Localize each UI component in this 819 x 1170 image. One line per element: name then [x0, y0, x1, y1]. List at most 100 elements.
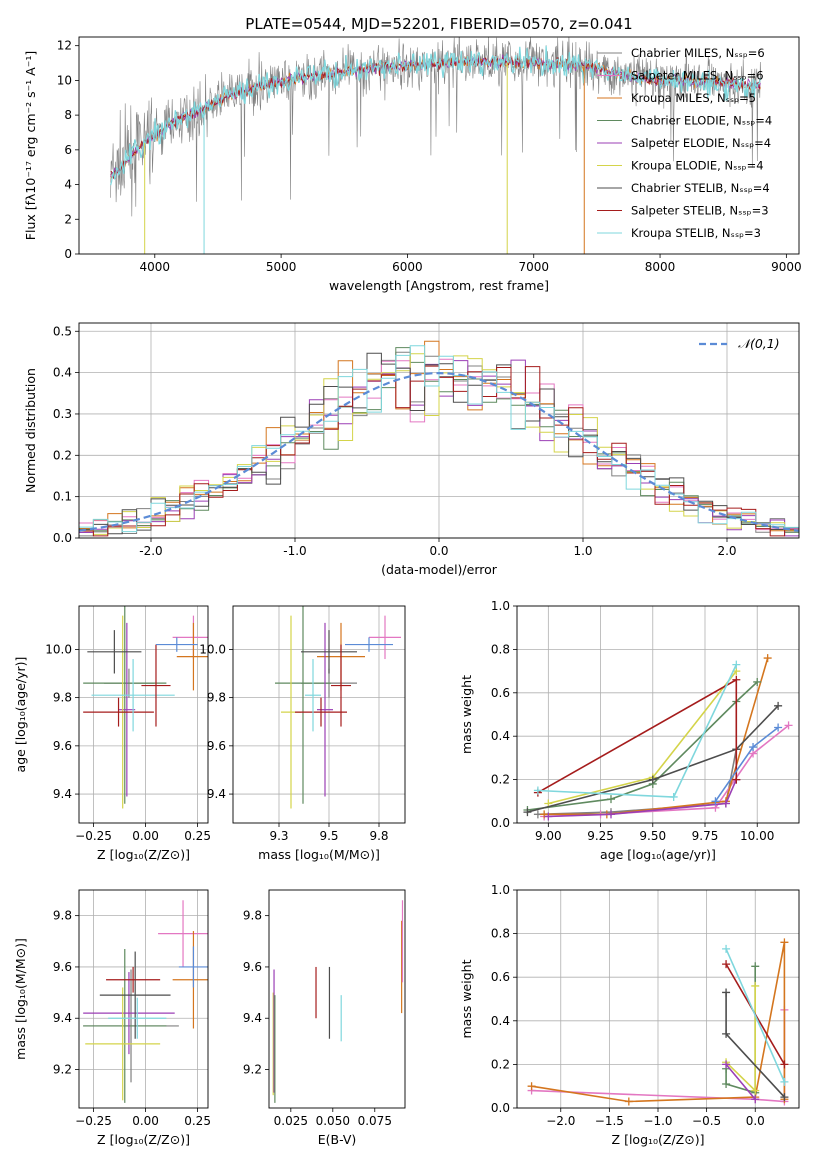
- point-marker: [780, 1093, 789, 1102]
- y-tick-label: 9.6: [243, 960, 262, 974]
- point-marker: [648, 775, 657, 784]
- y-tick-label: 9.8: [243, 909, 262, 923]
- y-tick-label: 1.0: [491, 599, 510, 613]
- y-tick-label: 0.8: [491, 642, 510, 656]
- legend-label: Salpeter ELODIE, Nₛₛₚ=4: [631, 136, 771, 150]
- axes-frame: [516, 889, 800, 1109]
- y-tick-label: 9.6: [53, 960, 72, 974]
- point-marker: [753, 677, 762, 686]
- y-tick-label: 0.6: [491, 686, 510, 700]
- x-axis-label: Z [log₁₀(Z/Z⊙)]: [97, 1132, 190, 1147]
- data-point: [369, 615, 401, 660]
- x-tick-label: 5000: [266, 260, 297, 274]
- model-spectrum-line: [110, 45, 761, 186]
- point-marker: [751, 1086, 760, 1095]
- axes-frame: [232, 605, 406, 824]
- y-tick-label: 0.4: [491, 1014, 510, 1028]
- data-point: [108, 997, 167, 1039]
- data-point: [155, 637, 198, 652]
- x-axis-label: E(B-V): [318, 1132, 357, 1147]
- x-tick-label: 9.00: [535, 829, 562, 843]
- series-line: [527, 705, 779, 813]
- axes-mass-vs-Z: −0.25 0.00 0.25 9.2 9.4 9.6 9.8 Z [log₁₀(Z/Z⊙)]…: [13, 889, 211, 1147]
- y-tick-label: 0.2: [491, 773, 510, 787]
- normal-curve-line: [79, 371, 799, 532]
- y-tick-label: 9.4: [53, 1011, 72, 1025]
- axes-age-vs-Z: −0.25 0.00 0.25 9.4 9.6 9.8 10.0 Z [log₁₀(Z/Z⊙)…: [13, 605, 211, 862]
- y-tick-label: 9.8: [53, 909, 72, 923]
- plot-area: [527, 938, 789, 1106]
- x-tick-label: 9.8: [369, 829, 388, 843]
- x-tick-label: 9.75: [692, 829, 719, 843]
- y-tick-label: 0: [64, 247, 72, 261]
- data-point: [141, 644, 171, 727]
- data-point: [305, 659, 321, 732]
- data-point: [178, 946, 208, 988]
- x-tick-label: 9.5: [319, 829, 338, 843]
- point-marker: [523, 808, 532, 817]
- y-tick-label: 6: [64, 143, 72, 157]
- point-marker: [749, 743, 758, 752]
- data-point: [345, 637, 393, 652]
- y-tick-label: 12: [57, 39, 72, 53]
- data-point: [99, 951, 171, 1039]
- x-tick-label: 7000: [518, 260, 549, 274]
- point-marker: [721, 799, 730, 808]
- legend-label: Salpeter STELIB, Nₛₛₚ=3: [631, 204, 769, 218]
- point-marker: [722, 1080, 731, 1089]
- series-line: [725, 1063, 756, 1100]
- y-tick-label: 4: [64, 178, 72, 192]
- point-marker: [774, 723, 783, 732]
- point-marker: [722, 1060, 731, 1069]
- histogram-step-line: [79, 345, 799, 533]
- legend-label: Chabrier ELODIE, Nₛₛₚ=4: [631, 114, 772, 128]
- y-tick-label: 8: [64, 108, 72, 122]
- series-line: [548, 670, 737, 805]
- point-marker: [763, 654, 772, 663]
- axes-age-vs-mass: 9.3 9.5 9.8 9.4 9.6 9.8 10.0 mass [log₁₀(M/M⊙)]: [199, 605, 406, 862]
- x-tick-label: 0.075: [358, 1114, 392, 1128]
- data-point: [295, 697, 347, 727]
- y-tick-label: 0.3: [53, 407, 72, 421]
- x-axis-label: (data-model)/error: [381, 562, 498, 577]
- x-tick-label: −2.0: [546, 1114, 575, 1128]
- y-tick-label: 9.8: [53, 691, 72, 705]
- data-point: [106, 966, 161, 993]
- observed-spectrum-line: [110, 37, 762, 217]
- axes-frame: [78, 36, 800, 255]
- point-marker: [607, 810, 615, 819]
- point-marker: [732, 660, 741, 669]
- x-axis-label: wavelength [Angstrom, rest frame]: [329, 278, 549, 293]
- point-marker: [607, 795, 615, 804]
- legend: Chabrier MILES, Nₛₛₚ=6 Salpeter MILES, Nₛ…: [597, 46, 772, 240]
- axes-weight-vs-age: 9.00 9.25 9.50 9.75 10.00 0.0 0.2 0.4 0.6 0.8 1.0 a…: [459, 599, 800, 862]
- y-tick-label: 9.4: [207, 787, 226, 801]
- y-tick-label: 0.0: [491, 816, 510, 830]
- point-marker: [722, 1029, 731, 1038]
- x-tick-label: 1.0: [573, 544, 592, 558]
- point-marker: [544, 812, 553, 821]
- point-marker: [732, 775, 741, 784]
- plot-area: [83, 606, 208, 809]
- y-tick-label: 9.2: [53, 1063, 72, 1077]
- point-marker: [784, 721, 793, 730]
- legend-label: Kroupa STELIB, Nₛₛₚ=3: [631, 226, 761, 240]
- y-tick-label: 9.6: [207, 739, 226, 753]
- x-tick-label: 9000: [771, 260, 802, 274]
- x-tick-label: 9.3: [269, 829, 288, 843]
- y-axis-label: Normed distribution: [23, 368, 38, 493]
- point-marker: [527, 1082, 536, 1091]
- data-point: [83, 697, 154, 727]
- plot-area: [110, 37, 762, 254]
- axes-frame: [78, 889, 209, 1109]
- point-marker: [780, 938, 789, 947]
- plot-area: [272, 900, 404, 1103]
- point-marker: [751, 962, 760, 971]
- x-tick-label: 2.0: [717, 544, 736, 558]
- point-marker: [774, 701, 783, 710]
- axes-frame: [78, 605, 209, 824]
- x-tick-label: -1.0: [283, 544, 306, 558]
- axes-mass-vs-EBV: 0.025 0.050 0.075 9.2 9.4 9.6 9.8 E(B-V): [243, 889, 406, 1147]
- y-tick-label: 10: [57, 73, 72, 87]
- y-tick-label: 0.0: [53, 531, 72, 545]
